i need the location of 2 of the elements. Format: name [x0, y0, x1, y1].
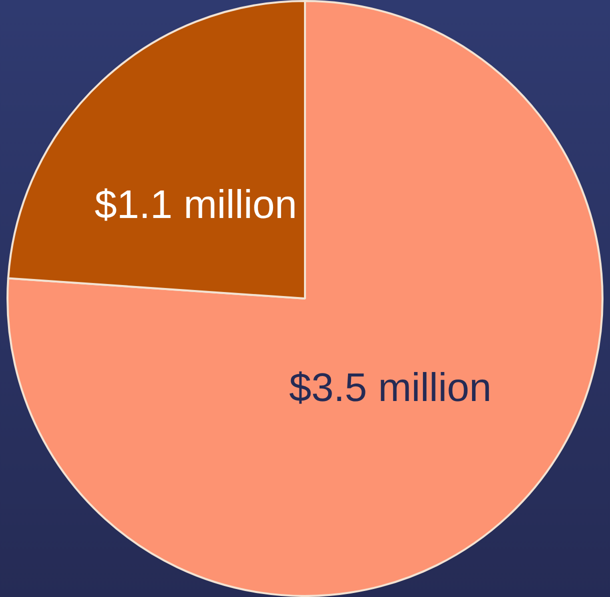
data-label: $1.1 million — [94, 183, 297, 228]
data-label: $3.5 million — [289, 366, 492, 410]
